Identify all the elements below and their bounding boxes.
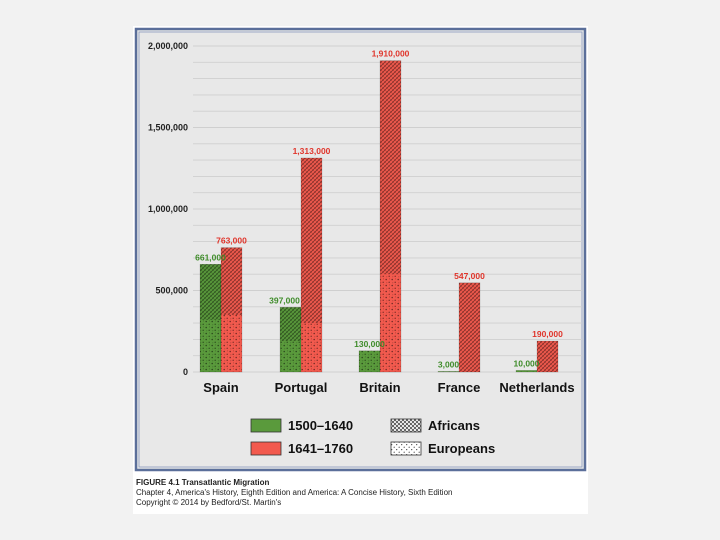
legend-item: 1641–1760 [250, 441, 353, 456]
legend: 1500–1640 Africans 1641–1760 Europeans [250, 418, 495, 456]
bar-africans-segment [459, 282, 480, 372]
x-tick-label: Portugal [275, 380, 328, 395]
bar-europeans-segment [516, 370, 537, 372]
bar-france-1641-1760 [458, 282, 481, 373]
data-label: 1,910,000 [372, 49, 410, 59]
bar-britain-1500-1640 [358, 350, 381, 373]
legend-swatch [250, 441, 282, 456]
data-label: 763,000 [216, 236, 247, 246]
bar-outline [379, 60, 402, 373]
figure: 0 500,000 1,000,000 1,500,000 2,000,000 661,… [133, 26, 588, 514]
bar-africans-segment [200, 264, 221, 320]
x-tick-label: Britain [359, 380, 400, 395]
y-tick-label: 1,000,000 [148, 204, 188, 214]
bar-europeans-segment [221, 314, 242, 372]
data-label: 661,000 [195, 252, 226, 262]
legend-label: 1641–1760 [288, 441, 353, 456]
bar-africans-segment [380, 60, 401, 275]
bar-outline [536, 340, 559, 373]
bar-africans-segment [221, 247, 242, 315]
bar-europeans-segment [359, 350, 380, 372]
x-tick-label: France [438, 380, 481, 395]
data-label: 130,000 [354, 339, 385, 349]
bar-outline [300, 157, 323, 373]
bar-outline [220, 247, 243, 373]
bar-europeans-segment [200, 319, 221, 372]
caption-chapter: Chapter 4, America's History, Eighth Edi… [136, 488, 453, 497]
bar-portugal-1500-1640 [279, 307, 302, 373]
chart-frame-inner [138, 31, 583, 468]
data-label: 190,000 [532, 329, 563, 339]
bar-africans-segment [280, 307, 301, 342]
bars [199, 60, 559, 373]
data-label: 397,000 [269, 295, 300, 305]
legend-item: Africans [390, 418, 480, 433]
x-tick-label: Spain [203, 380, 238, 395]
legend-label: 1500–1640 [288, 418, 353, 433]
data-label: 3,000 [438, 360, 460, 370]
data-label: 10,000 [514, 358, 540, 368]
legend-label: Europeans [428, 441, 495, 456]
y-axis-ticks: 0 500,000 1,000,000 1,500,000 2,000,000 [148, 41, 188, 377]
bar-spain-1641-1760 [220, 247, 243, 373]
bar-outline [458, 282, 481, 373]
legend-item: Europeans [390, 441, 495, 456]
chart-frame [134, 27, 587, 472]
bar-europeans-segment [280, 341, 301, 372]
bar-portugal-1641-1760 [300, 157, 323, 373]
y-tick-label: 2,000,000 [148, 41, 188, 51]
bar-europeans-segment [380, 274, 401, 372]
y-tick-label: 0 [183, 367, 188, 377]
bar-britain-1641-1760 [379, 60, 402, 373]
data-label: 547,000 [454, 271, 485, 281]
figure-caption: FIGURE 4.1 Transatlantic Migration Chapt… [136, 478, 586, 508]
legend-item: 1500–1640 [250, 418, 353, 433]
data-labels: 661,000 763,000 397,000 1,313,000 130,000 1,9… [195, 49, 563, 370]
y-tick-label: 500,000 [155, 286, 188, 296]
caption-title: FIGURE 4.1 Transatlantic Migration [136, 478, 270, 487]
y-tick-label: 1,500,000 [148, 123, 188, 133]
data-label: 1,313,000 [293, 146, 331, 156]
bar-netherlands-1500-1640 [515, 370, 538, 373]
bar-chart: 0 500,000 1,000,000 1,500,000 2,000,000 661,… [134, 27, 587, 472]
bar-netherlands-1641-1760 [536, 340, 559, 373]
legend-swatch [390, 441, 422, 456]
legend-swatch [250, 418, 282, 433]
bar-spain-1500-1640 [199, 264, 222, 373]
bar-france-1500-1640 [437, 371, 460, 373]
x-tick-label: Netherlands [499, 380, 574, 395]
bar-africans-segment [537, 341, 558, 372]
legend-label: Africans [428, 418, 480, 433]
bar-africans-segment [301, 157, 322, 324]
legend-swatch [390, 418, 422, 433]
x-axis-ticks: Spain Portugal Britain France Netherlands [203, 380, 574, 395]
caption-copyright: Copyright © 2014 by Bedford/St. Martin's [136, 498, 282, 507]
bar-europeans-segment [301, 323, 322, 372]
